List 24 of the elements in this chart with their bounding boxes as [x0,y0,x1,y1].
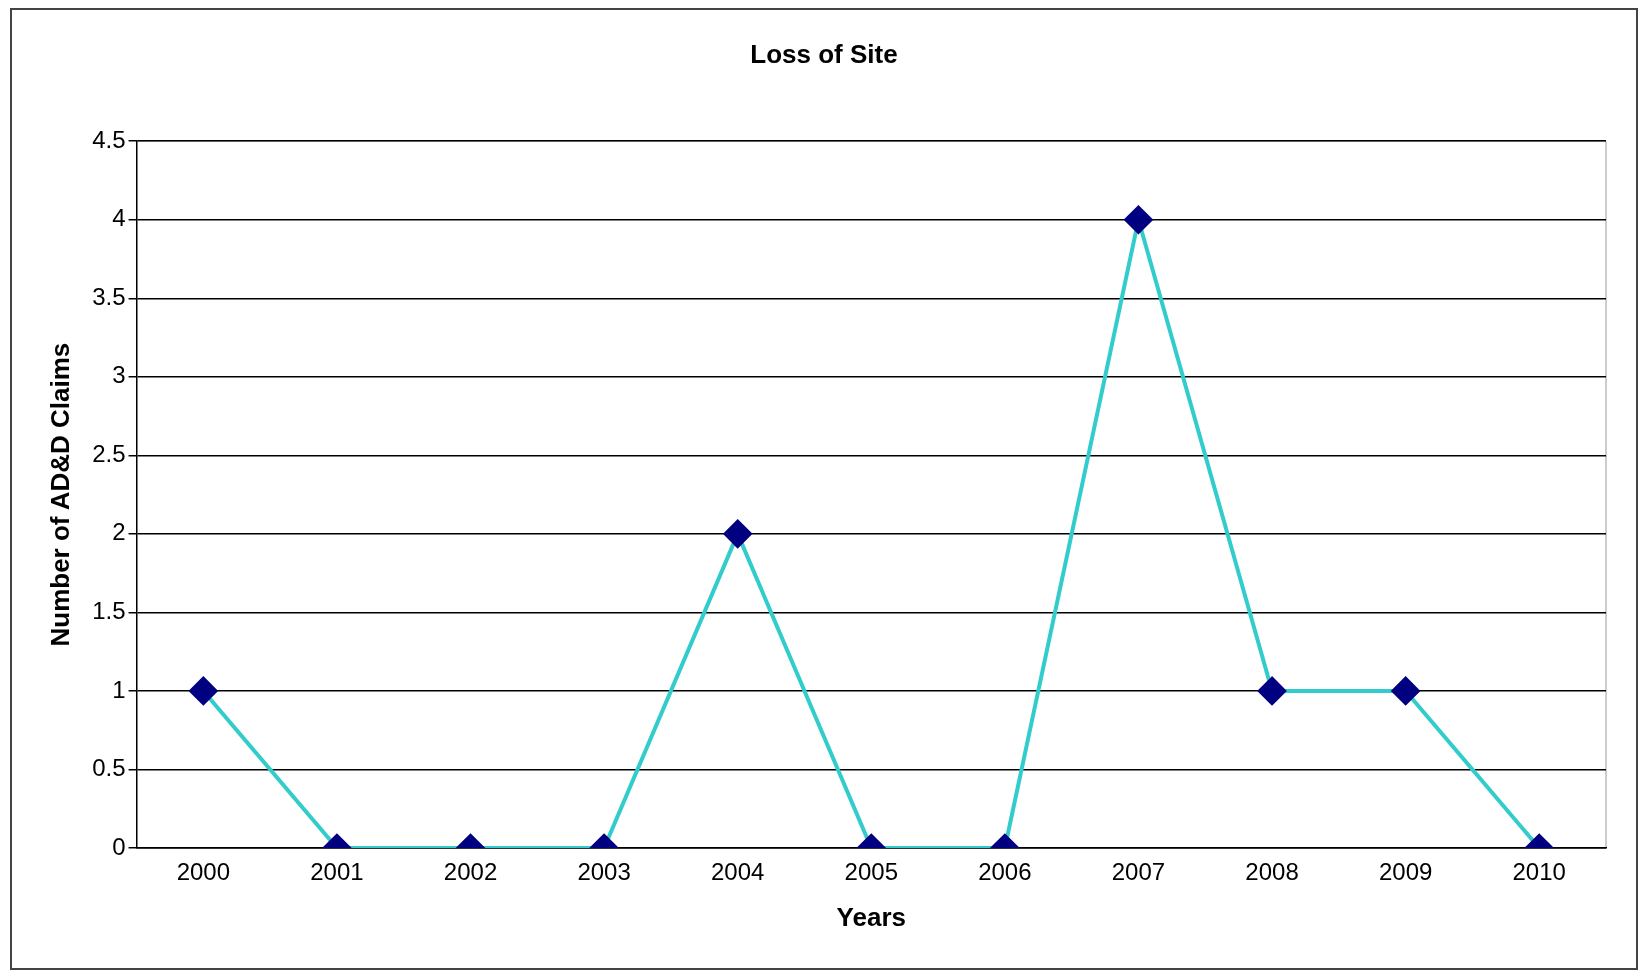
x-tick-label: 2007 [1111,858,1166,886]
x-tick-label: 2000 [176,858,231,886]
chart-title: Loss of Site [750,38,898,69]
y-tick-label: 4 [112,204,126,232]
y-tick-label: 3.5 [92,282,126,310]
x-tick-label: 2001 [310,858,364,886]
y-tick-label: 1 [112,675,126,703]
x-tick-label: 2003 [577,858,631,886]
x-tick-label: 2004 [711,858,765,886]
y-tick-label: 4.5 [92,125,126,153]
x-tick-label: 2009 [1378,858,1433,886]
x-tick-label: 2010 [1512,858,1566,886]
y-tick-label: 2 [112,518,126,546]
x-axis-title: Years [836,901,906,932]
x-tick-label: 2006 [978,858,1032,886]
y-tick-label: 3 [112,361,126,389]
y-tick-label: 1.5 [92,597,126,625]
x-tick-label: 2008 [1245,858,1299,886]
x-tick-label: 2002 [443,858,498,886]
y-tick-label: 0.5 [92,754,126,782]
x-tick-label: 2005 [844,858,898,886]
y-tick-label: 2.5 [92,439,126,467]
y-axis-title: Number of AD&D Claims [44,342,75,647]
y-tick-label: 0 [112,832,126,860]
